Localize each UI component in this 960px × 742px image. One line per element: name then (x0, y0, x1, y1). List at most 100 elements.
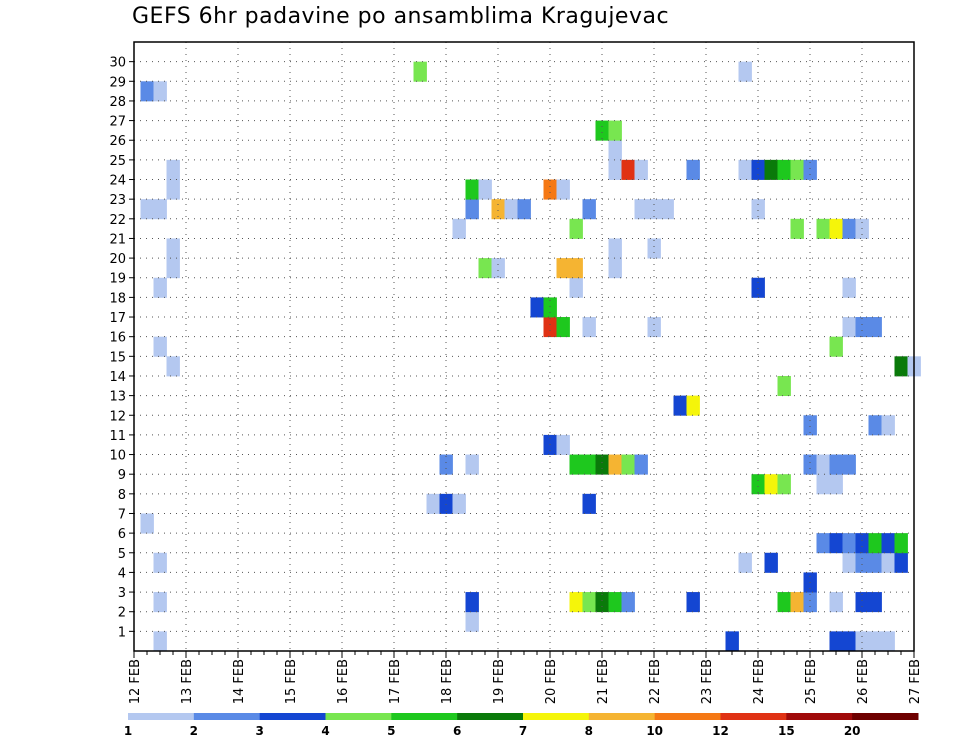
x-tick-label: 21 FEB (596, 659, 611, 704)
heatmap-cell (413, 61, 427, 82)
y-tick-label: 26 (109, 134, 126, 149)
heatmap-cell (868, 592, 882, 613)
x-tick-label: 19 FEB (492, 659, 507, 704)
heatmap-cell (855, 592, 869, 613)
heatmap-cell (608, 592, 622, 613)
heatmap-cell (842, 631, 856, 652)
y-tick-label: 18 (109, 291, 126, 306)
heatmap-cell (764, 552, 778, 573)
heatmap-cell (491, 199, 505, 220)
heatmap-cell (153, 592, 167, 613)
colorbar-label: 10 (646, 724, 663, 738)
heatmap-cell (166, 258, 180, 279)
heatmap-cell (556, 258, 570, 279)
heatmap-cell (556, 317, 570, 338)
heatmap-cell (465, 611, 479, 632)
heatmap-cell (465, 179, 479, 200)
heatmap-cell (452, 493, 466, 514)
heatmap-cell (686, 395, 700, 416)
heatmap-cell (842, 533, 856, 554)
heatmap-cell (777, 592, 791, 613)
heatmap-cell (868, 317, 882, 338)
y-tick-label: 25 (109, 154, 126, 169)
heatmap-cell (686, 592, 700, 613)
colorbar-swatch (259, 713, 326, 720)
x-tick-label: 24 FEB (752, 659, 767, 704)
heatmap-cell (140, 199, 154, 220)
heatmap-cell (556, 179, 570, 200)
x-tick-label: 14 FEB (232, 659, 247, 704)
heatmap-cell (608, 140, 622, 161)
heatmap-cell (816, 454, 830, 475)
colorbar-swatch (391, 713, 458, 720)
heatmap-cell (660, 199, 674, 220)
colorbar-swatch (786, 713, 853, 720)
x-tick-label: 13 FEB (180, 659, 195, 704)
heatmap-cell (608, 159, 622, 180)
heatmap-cell (166, 356, 180, 377)
heatmap-cell (439, 454, 453, 475)
heatmap-cell (673, 395, 687, 416)
heatmap-cell (777, 159, 791, 180)
colorbar-label: 5 (387, 724, 395, 738)
x-tick-label: 20 FEB (544, 659, 559, 704)
y-tick-label: 29 (109, 75, 126, 90)
heatmap-cell (842, 277, 856, 298)
heatmap-cell (881, 415, 895, 436)
heatmap-cell (868, 415, 882, 436)
colorbar-swatch (325, 713, 392, 720)
heatmap-cell (881, 552, 895, 573)
colorbar-swatch (588, 713, 656, 720)
heatmap-cell (465, 454, 479, 475)
plot-frame (133, 41, 915, 652)
heatmap-cell (491, 258, 505, 279)
x-tick-label: 22 FEB (648, 659, 663, 704)
heatmap-cell (894, 533, 908, 554)
heatmap-cell (751, 159, 765, 180)
heatmap-cell (738, 552, 752, 573)
x-tick-label: 26 FEB (856, 659, 871, 704)
heatmap-cell (166, 179, 180, 200)
heatmap-cell (543, 179, 557, 200)
heatmap-cell (595, 120, 609, 141)
heatmap-cell (517, 199, 531, 220)
heatmap-cell (829, 592, 843, 613)
colorbar-swatch (720, 713, 787, 720)
heatmap-cell (725, 631, 739, 652)
x-tick-label: 25 FEB (804, 659, 819, 704)
heatmap-cell (543, 317, 557, 338)
heatmap-cell (569, 454, 583, 475)
heatmap-cell (140, 81, 154, 102)
heatmap-cell (478, 179, 492, 200)
heatmap-cell (751, 277, 765, 298)
colorbar-label: 8 (585, 724, 593, 738)
y-tick-label: 4 (118, 566, 126, 581)
heatmap-cell (647, 238, 661, 259)
heatmap-cell (582, 317, 596, 338)
heatmap-cell (777, 474, 791, 495)
heatmap-cell (478, 258, 492, 279)
heatmap-cell (829, 218, 843, 239)
heatmap-cell (530, 297, 544, 318)
heatmap-cell (426, 493, 440, 514)
heatmap-cell (153, 631, 167, 652)
heatmap-cell (777, 375, 791, 397)
heatmap-cell (153, 277, 167, 298)
heatmap-cell (829, 474, 843, 495)
y-tick-label: 27 (109, 115, 126, 130)
y-tick-label: 8 (118, 488, 126, 503)
heatmap-cell (868, 552, 882, 573)
heatmap-cell (842, 552, 856, 573)
heatmap-cell (855, 552, 869, 573)
heatmap-cells (140, 61, 921, 652)
y-tick-label: 20 (109, 252, 126, 267)
heatmap-cell (452, 218, 466, 239)
y-tick-label: 21 (109, 232, 126, 247)
heatmap-cell (608, 120, 622, 141)
colorbar-label: 6 (453, 724, 461, 738)
y-tick-label: 10 (109, 449, 126, 464)
heatmap-cell (569, 258, 583, 279)
heatmap-cell (829, 336, 843, 357)
heatmap-cell (790, 218, 804, 239)
y-tick-label: 1 (118, 625, 126, 640)
